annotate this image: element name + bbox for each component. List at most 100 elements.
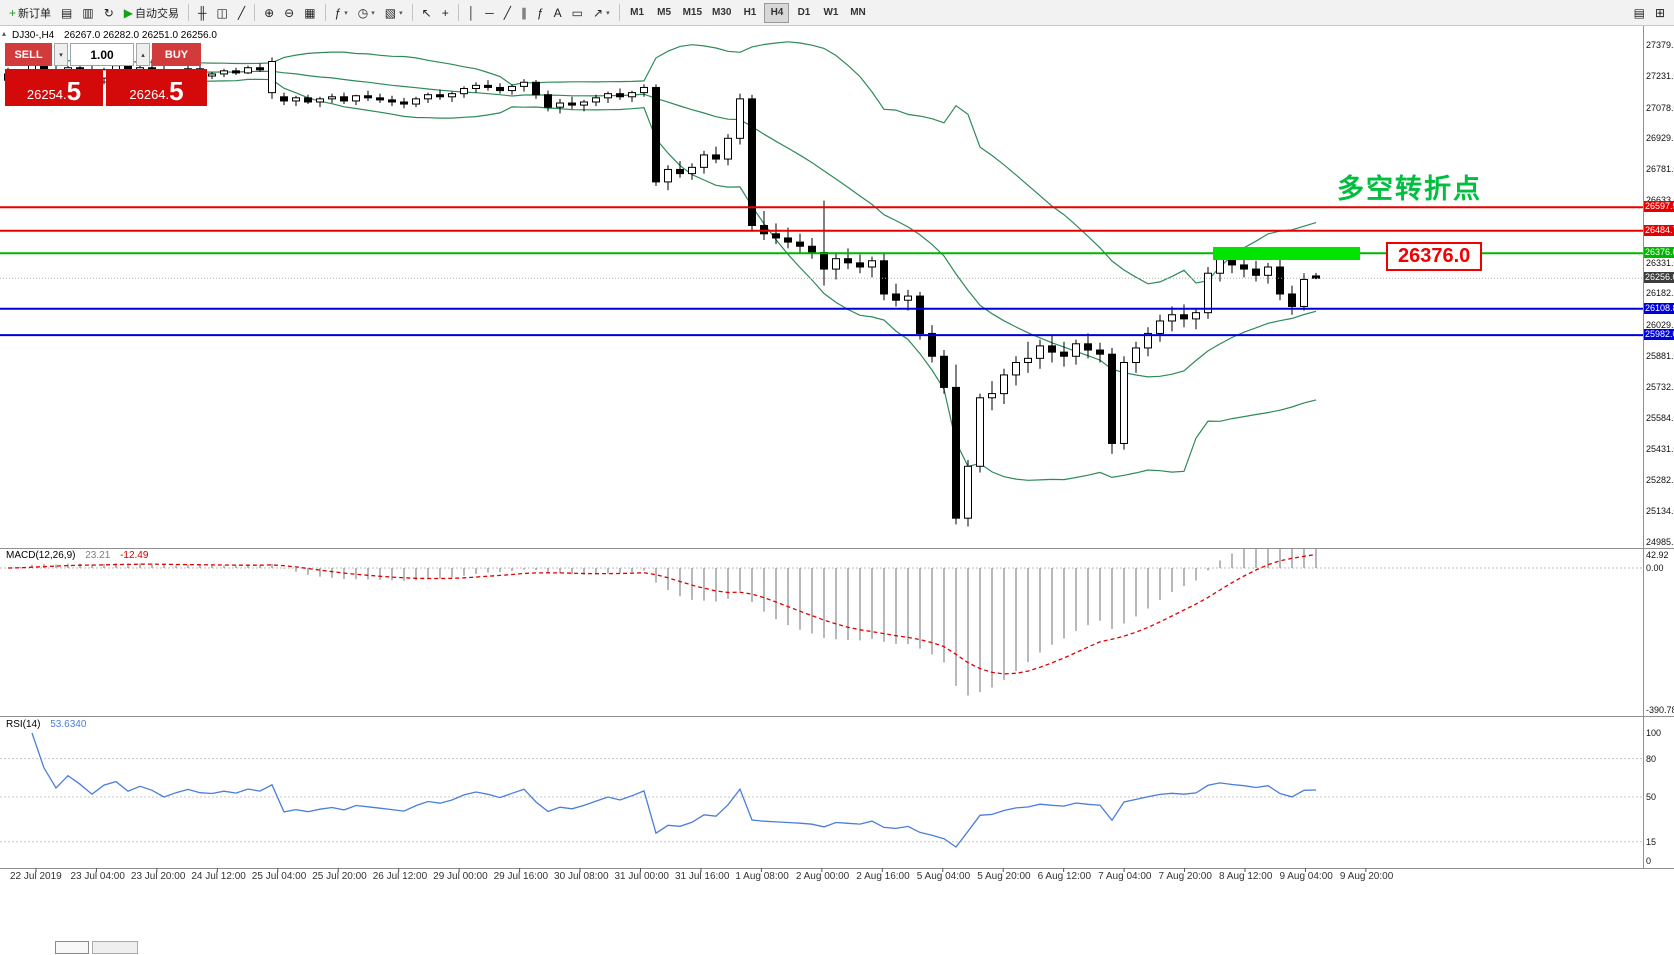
price-axis-label: 27379.5	[1646, 40, 1674, 50]
candlestick-chart-button[interactable]: ◫	[213, 2, 232, 23]
macd-main-value: 23.21	[85, 550, 111, 561]
buy-button[interactable]: BUY	[152, 43, 201, 66]
rsi-scale-label: 0	[1646, 856, 1652, 866]
vertical-line-icon: │	[467, 5, 476, 20]
fibonacci-icon: ƒ	[536, 5, 544, 20]
chart-ohlc-values: 26267.0 26282.0 26251.0 26256.0	[64, 30, 217, 41]
rsi-scale-label: 100	[1646, 728, 1662, 738]
print-button[interactable]: ▤	[1630, 2, 1649, 23]
line-chart-button[interactable]: ╱	[234, 2, 249, 23]
rsi-layer[interactable]	[0, 732, 1643, 848]
time-axis-label: 23 Jul 20:00	[130, 871, 186, 882]
horizontal-line-icon: ─	[485, 5, 494, 20]
vertical-line-button[interactable]: │	[464, 2, 480, 23]
profiles-button[interactable]: ▥	[78, 2, 97, 23]
trendline-button[interactable]: ╱	[500, 2, 515, 23]
time-axis-label: 7 Aug 20:00	[1158, 871, 1212, 882]
time-axis-label: 6 Aug 12:00	[1037, 871, 1092, 882]
period-button-m30[interactable]: M30	[712, 7, 732, 18]
fibonacci-button[interactable]: ƒ	[533, 2, 548, 23]
new-order-button[interactable]: + 新订单	[5, 2, 55, 23]
buy-price-big-digit: 5	[169, 76, 184, 106]
price-axis-label: 26781.0	[1646, 164, 1674, 175]
rsi-value: 53.6340	[50, 719, 87, 730]
profiles-icon: ▥	[82, 5, 94, 20]
cursor-button[interactable]: ↖	[418, 2, 436, 23]
time-axis-label: 31 Jul 00:00	[614, 871, 670, 882]
time-axis-label: 9 Aug 04:00	[1279, 871, 1333, 882]
horizontal-line-button[interactable]: ─	[481, 2, 498, 23]
turning-point-annotation[interactable]: 多空转折点	[1337, 174, 1482, 204]
buy-price[interactable]: 26264. 5	[106, 69, 207, 106]
time-axis-label: 30 Jul 08:00	[554, 871, 609, 882]
toolbar-separator	[457, 4, 459, 21]
timeframes-button[interactable]: ◷ ▾	[354, 2, 379, 23]
text-button[interactable]: A	[550, 2, 566, 23]
cursor-icon: ↖	[421, 5, 432, 20]
buy-price-base: 26264.	[129, 87, 170, 102]
refresh-button[interactable]: ↻	[100, 2, 118, 23]
volume-input[interactable]	[70, 43, 134, 66]
tile-windows-icon: ▦	[304, 5, 316, 20]
arrows-button[interactable]: ↗ ▾	[589, 2, 614, 23]
period-button-mn[interactable]: MN	[850, 7, 866, 18]
chart-tab[interactable]	[55, 941, 89, 954]
macd-title: MACD(12,26,9)	[6, 550, 76, 561]
sell-price[interactable]: 26254. 5	[5, 69, 103, 106]
timeframes-icon: ◷	[357, 5, 369, 20]
crosshair-icon: +	[441, 5, 449, 20]
price-callout-label[interactable]: 26376.0	[1386, 242, 1483, 271]
period-button-h1[interactable]: H1	[743, 7, 757, 18]
price-chart-layer[interactable]	[0, 41, 1643, 527]
text-icon: A	[553, 5, 562, 20]
zoom-in-button[interactable]: ⊕	[260, 2, 278, 23]
period-button-w1[interactable]: W1	[823, 7, 839, 18]
price-axis-label: 26331.0	[1646, 257, 1674, 268]
zoom-window-button[interactable]: ⊞	[1651, 2, 1669, 23]
price-axis-label: 25881.0	[1646, 351, 1674, 362]
bar-chart-button[interactable]: ╫	[194, 2, 211, 23]
time-axis-label: 9 Aug 20:00	[1339, 871, 1394, 882]
autotrading-button[interactable]: ▶ 自动交易	[120, 2, 183, 23]
indicators-button[interactable]: ƒ ▾	[331, 2, 352, 23]
channel-button[interactable]: ∥	[517, 2, 531, 23]
toolbar: + 新订单 ▤ ▥ ↻ ▶ 自动交易 ╫ ◫ ╱ ⊕ ⊖ ▦ ƒ ▾ ◷ ▾ ▧ ▾ ↖ + │ ─ ╱ ∥ ƒ A ▭ ↗ ▾ M1 M5 M…	[0, 0, 1674, 26]
chart-tab[interactable]	[92, 941, 138, 954]
time-axis-label: 29 Jul 16:00	[493, 871, 549, 882]
label-button[interactable]: ▭	[568, 2, 587, 23]
period-button-m1[interactable]: M1	[630, 7, 645, 18]
candlestick-chart-icon: ◫	[216, 5, 228, 20]
sell-price-big-digit: 5	[66, 76, 82, 106]
price-axis-label: 25584.0	[1646, 412, 1674, 423]
time-axis-label: 2 Aug 00:00	[795, 871, 850, 882]
zoom-out-button[interactable]: ⊖	[280, 2, 298, 23]
period-button-h4[interactable]: H4	[764, 2, 790, 23]
period-button-d1[interactable]: D1	[797, 7, 811, 18]
crosshair-button[interactable]: +	[438, 2, 453, 23]
one-click-trade-panel: SELL ▾ ▴ BUY 26254. 5 26264. 5	[5, 43, 207, 106]
chevron-down-icon: ▾	[399, 9, 403, 17]
period-button-m5[interactable]: M5	[657, 7, 672, 18]
price-axis-label: 24985.5	[1646, 536, 1674, 547]
time-axis-label: 24 Jul 12:00	[191, 871, 246, 882]
price-axis-label: 25431.0	[1646, 444, 1674, 455]
templates-button[interactable]: ▧ ▾	[381, 2, 407, 23]
period-button-m15[interactable]: M15	[682, 7, 703, 18]
rsi-scale-label: 15	[1646, 836, 1657, 847]
sell-button[interactable]: SELL	[5, 43, 52, 66]
price-axis-label: 26182.5	[1646, 288, 1674, 299]
channel-icon: ∥	[520, 5, 527, 20]
charts-grid-button[interactable]: ▤	[57, 2, 76, 23]
macd-layer[interactable]	[0, 544, 1643, 696]
volume-increase-button[interactable]: ▴	[136, 43, 150, 66]
zoom-out-icon: ⊖	[284, 5, 295, 20]
price-axis-label: 27231.0	[1646, 70, 1674, 81]
highlight-rectangle[interactable]	[1213, 247, 1360, 260]
time-axis-label: 5 Aug 20:00	[977, 871, 1031, 882]
volume-decrease-button[interactable]: ▾	[54, 43, 68, 66]
tile-windows-button[interactable]: ▦	[300, 2, 319, 23]
panel-collapse-icon[interactable]: ▴	[2, 29, 7, 38]
time-axis-label: 7 Aug 04:00	[1098, 871, 1152, 882]
indicators-icon: ƒ	[334, 5, 342, 20]
